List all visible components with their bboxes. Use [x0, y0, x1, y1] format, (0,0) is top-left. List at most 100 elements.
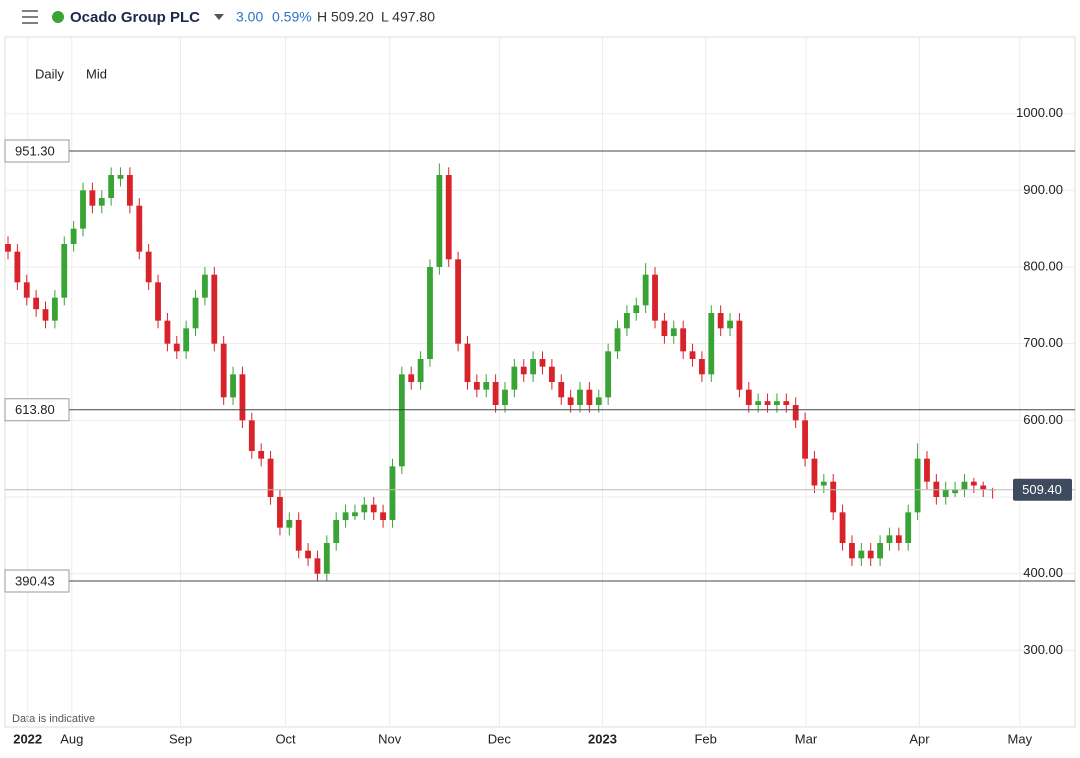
candle-body — [942, 489, 949, 497]
candle-body — [126, 175, 133, 206]
day-low: L 497.80 — [381, 9, 435, 25]
candle-body — [183, 328, 190, 352]
candle-body — [595, 397, 602, 405]
candle-body — [70, 228, 77, 244]
candle-body — [905, 512, 912, 543]
candle-body — [839, 512, 846, 543]
candle-body — [61, 244, 68, 298]
candle-body — [811, 458, 818, 486]
instrument-name[interactable]: Ocado Group PLC — [70, 9, 200, 26]
y-tick-label: 1000.00 — [1016, 105, 1063, 120]
candle-body — [333, 520, 340, 543]
candle-body — [745, 389, 752, 405]
candle-body — [605, 351, 612, 398]
candle-body — [914, 458, 921, 513]
candle-body — [492, 382, 499, 405]
candle-body — [323, 543, 330, 574]
candle-body — [248, 420, 255, 451]
candle-body — [577, 389, 583, 405]
change-pct: 0.59% — [272, 9, 312, 25]
candle-body — [286, 520, 293, 528]
candle-body — [642, 274, 649, 306]
x-tick-label: Dec — [488, 731, 512, 746]
candle-body — [342, 512, 349, 520]
candle-body — [427, 267, 433, 359]
candle-body — [230, 374, 236, 398]
candle-body — [661, 320, 668, 336]
candle-body — [952, 489, 959, 494]
candle-body — [23, 282, 30, 298]
level-label: 951.30 — [15, 143, 55, 158]
candle-body — [774, 401, 780, 405]
candle-body — [408, 374, 415, 382]
level-label-box — [4, 569, 70, 593]
candle-body — [380, 512, 386, 520]
candle-body — [417, 359, 424, 382]
candle-body — [192, 297, 199, 329]
dropdown-caret[interactable] — [214, 14, 224, 20]
interval-button[interactable]: Daily — [35, 66, 64, 81]
change: 3.00 — [236, 9, 263, 25]
candle-body — [717, 313, 724, 329]
candle-body — [51, 297, 58, 321]
note: Data is indicative — [12, 713, 95, 725]
candle-body — [623, 313, 630, 329]
candle-body — [33, 297, 40, 310]
candle-body — [830, 481, 837, 513]
candle-body — [164, 320, 171, 344]
candle-body — [886, 535, 893, 543]
x-tick-label: Oct — [275, 731, 296, 746]
x-tick-label: Feb — [694, 731, 716, 746]
candle-body — [361, 504, 368, 513]
candle-body — [783, 401, 790, 405]
candle-body — [14, 251, 21, 283]
level-label-box — [4, 139, 70, 163]
last-price-box — [1013, 478, 1072, 501]
menu-icon[interactable] — [22, 10, 38, 24]
candle-body — [89, 190, 96, 206]
candle-body — [970, 481, 977, 486]
candle-body — [267, 458, 274, 497]
candle-body — [820, 481, 827, 486]
candle-body — [633, 305, 640, 313]
candle-body — [802, 420, 808, 459]
candle-body — [511, 366, 518, 390]
status-dot — [52, 11, 64, 23]
candle-body — [42, 309, 49, 321]
candle-body — [755, 401, 762, 405]
candle-body — [708, 313, 715, 375]
candle-body — [258, 451, 265, 459]
y-tick-label: 600.00 — [1023, 412, 1063, 427]
candle-body — [670, 328, 677, 336]
candle-body — [858, 550, 865, 559]
x-tick-label: Sep — [169, 731, 192, 746]
x-tick-label: Apr — [909, 731, 930, 746]
candle-body — [680, 328, 687, 352]
candle-body — [136, 205, 143, 252]
candle-body — [173, 343, 180, 352]
candle-body — [239, 374, 246, 421]
y-tick-label: 400.00 — [1023, 565, 1063, 580]
candle-body — [314, 558, 321, 574]
header-bar — [0, 0, 1080, 36]
x-tick-label: 2022 — [13, 731, 42, 746]
candle-body — [792, 405, 799, 421]
last-price-label: 509.40 — [1022, 482, 1062, 497]
candle-body — [352, 512, 358, 517]
price-type-button[interactable]: Mid — [86, 66, 107, 81]
x-tick-label: 2023 — [588, 731, 617, 746]
x-tick-label: Aug — [60, 731, 83, 746]
candle-body — [614, 328, 621, 352]
candle-body — [5, 244, 11, 252]
candle-body — [398, 374, 405, 467]
candle-body — [370, 504, 377, 513]
candle-body — [736, 320, 743, 390]
candle-body — [764, 401, 771, 405]
y-tick-label: 900.00 — [1023, 182, 1063, 197]
candle-body — [117, 175, 124, 179]
candle-body — [305, 550, 311, 559]
candle-body — [877, 543, 883, 559]
candle-body — [436, 175, 443, 267]
candle-body — [567, 397, 574, 405]
